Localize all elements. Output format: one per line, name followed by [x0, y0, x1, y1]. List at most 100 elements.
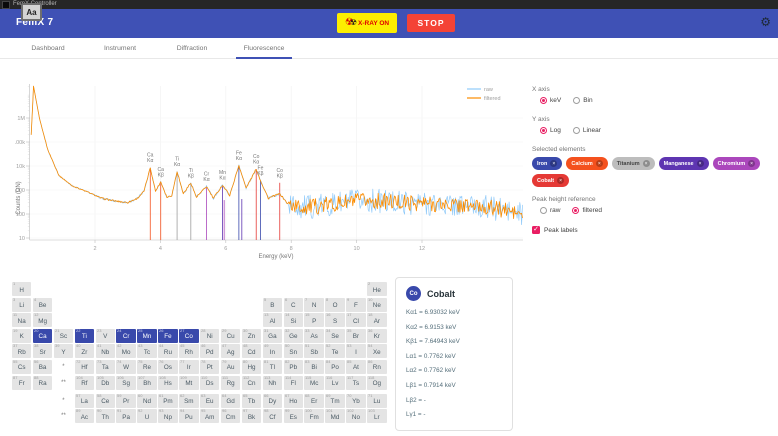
element-cell-rn[interactable]: 86 Rn — [367, 359, 387, 374]
element-cell-nb[interactable]: 41 Nb — [95, 344, 115, 359]
element-cell-ra[interactable]: 88 Ra — [32, 375, 53, 390]
element-cell-bi[interactable]: 83 Bi — [304, 359, 324, 374]
element-cell-s[interactable]: 16 S — [325, 313, 345, 328]
element-cell-eu[interactable]: 63 Eu — [200, 393, 220, 408]
accessibility-overlay-button[interactable]: Aa — [21, 3, 42, 21]
element-cell-cs[interactable]: 55 Cs — [12, 359, 32, 374]
element-cell-pa[interactable]: 91 Pa — [116, 409, 136, 424]
element-cell-i[interactable]: 53 I — [346, 344, 366, 359]
peak-labels-checkbox[interactable]: ✓ — [532, 226, 540, 234]
element-cell-th[interactable]: 90 Th — [95, 409, 115, 424]
element-cell-db[interactable]: 105 Db — [95, 375, 115, 390]
element-cell-ho[interactable]: 67 Ho — [283, 393, 303, 408]
element-cell-zn[interactable]: 30 Zn — [241, 328, 262, 343]
chip-remove-icon[interactable]: × — [557, 177, 565, 184]
element-cell-ba[interactable]: 56 Ba — [32, 359, 53, 374]
chip-remove-icon[interactable]: × — [550, 160, 558, 167]
element-cell-ni[interactable]: 28 Ni — [200, 328, 220, 343]
element-cell-na[interactable]: 11 Na — [12, 313, 32, 328]
element-cell-v[interactable]: 23 V — [95, 328, 115, 343]
element-cell-am[interactable]: 95 Am — [200, 409, 220, 424]
chip-remove-icon[interactable]: × — [748, 160, 756, 167]
element-chip-manganese[interactable]: Manganese × — [658, 157, 709, 170]
element-cell-cd[interactable]: 48 Cd — [241, 344, 262, 359]
element-cell-pr[interactable]: 59 Pr — [116, 393, 136, 408]
element-cell-pt[interactable]: 78 Pt — [200, 359, 220, 374]
element-cell-pb[interactable]: 82 Pb — [283, 359, 303, 374]
element-cell-nh[interactable]: 113 Nh — [262, 375, 283, 390]
element-cell-pm[interactable]: 61 Pm — [158, 393, 178, 408]
element-cell-cr[interactable]: 24 Cr — [116, 328, 136, 343]
element-cell-fe[interactable]: 26 Fe — [158, 328, 178, 343]
x-axis-bin-radio[interactable] — [573, 97, 581, 104]
element-cell-in[interactable]: 49 In — [262, 344, 283, 359]
element-cell-hf[interactable]: 72 Hf — [74, 359, 95, 374]
element-cell-cn[interactable]: 112 Cn — [241, 375, 262, 390]
element-cell-bk[interactable]: 97 Bk — [241, 409, 262, 424]
element-cell-gd[interactable]: 64 Gd — [220, 393, 241, 408]
element-cell-ge[interactable]: 32 Ge — [283, 328, 303, 343]
element-cell-u[interactable]: 92 U — [137, 409, 157, 424]
element-cell-bh[interactable]: 107 Bh — [137, 375, 157, 390]
element-cell-tc[interactable]: 43 Tc — [137, 344, 157, 359]
element-cell-k[interactable]: 19 K — [12, 328, 32, 343]
element-cell-sm[interactable]: 62 Sm — [179, 393, 199, 408]
element-cell-ts[interactable]: 117 Ts — [346, 375, 366, 390]
element-cell-w[interactable]: 74 W — [116, 359, 136, 374]
element-cell-sn[interactable]: 50 Sn — [283, 344, 303, 359]
element-cell-sr[interactable]: 38 Sr — [32, 344, 53, 359]
tab-instrument[interactable]: Instrument — [103, 44, 137, 52]
x-axis-kev-radio[interactable] — [540, 97, 547, 104]
element-cell-cl[interactable]: 17 Cl — [346, 313, 366, 328]
element-chip-calcium[interactable]: Calcium × — [566, 157, 608, 170]
y-axis-linear-radio[interactable] — [572, 127, 580, 134]
element-cell-co[interactable]: 27 Co — [179, 328, 199, 343]
element-cell-ca[interactable]: 20 Ca — [32, 328, 53, 343]
element-cell-re[interactable]: 75 Re — [137, 359, 157, 374]
element-cell-be[interactable]: 4 Be — [32, 297, 53, 312]
element-cell-ta[interactable]: 73 Ta — [95, 359, 115, 374]
element-cell-rf[interactable]: 104 Rf — [74, 375, 95, 390]
element-chip-iron[interactable]: Iron × — [532, 157, 563, 170]
element-cell-es[interactable]: 99 Es — [283, 409, 303, 424]
element-cell-mc[interactable]: 115 Mc — [304, 375, 324, 390]
element-cell-ne[interactable]: 10 Ne — [367, 297, 387, 312]
element-cell-tb[interactable]: 65 Tb — [241, 393, 262, 408]
element-cell-ds[interactable]: 110 Ds — [200, 375, 220, 390]
chip-remove-icon[interactable]: × — [696, 160, 704, 167]
chip-remove-icon[interactable]: × — [642, 160, 650, 167]
element-cell-hg[interactable]: 80 Hg — [241, 359, 262, 374]
element-cell-dy[interactable]: 66 Dy — [262, 393, 283, 408]
element-cell-si[interactable]: 14 Si — [283, 313, 303, 328]
element-cell-ar[interactable]: 18 Ar — [367, 313, 387, 328]
element-cell-mn[interactable]: 25 Mn — [137, 328, 157, 343]
element-cell-pu[interactable]: 94 Pu — [179, 409, 199, 424]
element-cell-at[interactable]: 85 At — [346, 359, 366, 374]
element-chip-titanium[interactable]: Titanium × — [611, 157, 655, 170]
element-cell-y[interactable]: 39 Y — [53, 344, 74, 359]
element-cell-np[interactable]: 93 Np — [158, 409, 178, 424]
element-cell-se[interactable]: 34 Se — [325, 328, 345, 343]
element-cell-cm[interactable]: 96 Cm — [220, 409, 241, 424]
element-cell-la[interactable]: 57 La — [74, 393, 95, 408]
tab-dashboard[interactable]: Dashboard — [31, 44, 65, 52]
element-cell-mo[interactable]: 42 Mo — [116, 344, 136, 359]
element-chip-cobalt[interactable]: Cobalt × — [532, 174, 570, 187]
element-cell-tm[interactable]: 69 Tm — [325, 393, 345, 408]
peak-ref-filtered-radio[interactable] — [572, 207, 580, 214]
element-cell-li[interactable]: 3 Li — [12, 297, 32, 312]
element-cell-cu[interactable]: 29 Cu — [220, 328, 241, 343]
stop-button[interactable]: STOP — [407, 14, 455, 32]
peak-ref-raw-radio[interactable] — [540, 207, 547, 214]
element-cell-no[interactable]: 102 No — [346, 409, 366, 424]
element-cell-ir[interactable]: 77 Ir — [179, 359, 199, 374]
element-cell-mg[interactable]: 12 Mg — [32, 313, 53, 328]
element-cell-er[interactable]: 68 Er — [304, 393, 324, 408]
element-cell-pd[interactable]: 46 Pd — [200, 344, 220, 359]
element-cell-og[interactable]: 118 Og — [367, 375, 387, 390]
